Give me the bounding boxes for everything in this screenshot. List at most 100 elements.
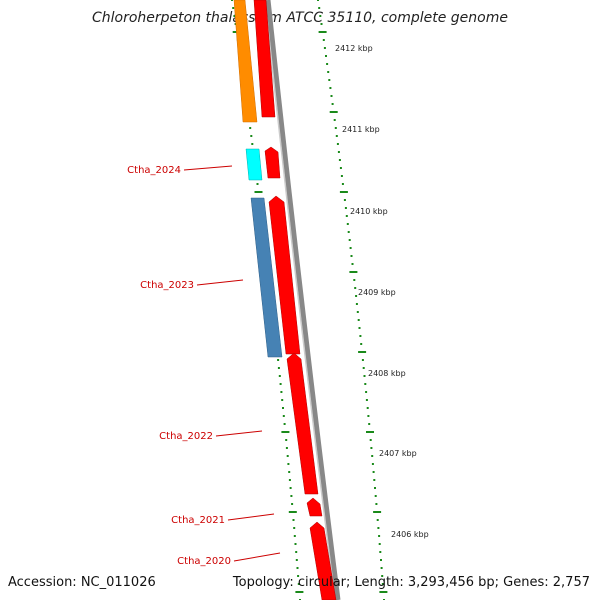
minor-tick xyxy=(374,495,377,497)
minor-tick xyxy=(328,79,331,81)
minor-tick xyxy=(348,239,351,241)
gene-ctha-2020[interactable] xyxy=(309,521,337,600)
minor-tick xyxy=(363,375,366,377)
minor-tick xyxy=(361,359,364,361)
minor-tick xyxy=(287,463,290,465)
minor-tick xyxy=(340,175,343,177)
minor-tick xyxy=(296,567,299,569)
scale-label-2409: 2409 kbp xyxy=(358,288,396,297)
major-tick xyxy=(379,591,388,593)
minor-tick xyxy=(337,151,340,153)
gene-ctha-2022[interactable] xyxy=(286,352,319,495)
minor-tick xyxy=(378,543,381,545)
minor-tick xyxy=(291,503,294,505)
gene-ctha-2024[interactable] xyxy=(245,148,263,181)
leader-ctha-2023 xyxy=(196,279,244,286)
minor-tick xyxy=(355,303,358,305)
gene-orange[interactable] xyxy=(233,0,258,123)
minor-tick xyxy=(338,159,341,161)
minor-tick xyxy=(350,255,353,257)
gene-labels: Ctha_2024 Ctha_2023 Ctha_2022 Ctha_2021 … xyxy=(127,165,231,567)
minor-tick xyxy=(368,423,371,425)
gene-label-ctha-2022[interactable]: Ctha_2022 xyxy=(159,431,213,442)
gene-label-ctha-2024[interactable]: Ctha_2024 xyxy=(127,165,181,176)
minor-tick xyxy=(295,551,298,553)
minor-tick xyxy=(330,95,333,97)
leader-ctha-2021 xyxy=(227,513,275,521)
minor-tick xyxy=(334,127,337,129)
major-tick xyxy=(295,591,304,593)
scale-labels: 2412 kbp 2411 kbp 2410 kbp 2409 kbp 2408… xyxy=(335,44,429,539)
minor-tick xyxy=(285,439,288,441)
minor-tick xyxy=(381,575,384,577)
minor-tick xyxy=(283,423,286,425)
minor-tick xyxy=(335,135,338,137)
gene-red-top[interactable] xyxy=(253,0,276,118)
gene-ctha-2021[interactable] xyxy=(306,497,323,517)
minor-tick xyxy=(344,207,347,209)
minor-tick xyxy=(362,367,365,369)
minor-tick xyxy=(354,287,357,289)
minor-tick xyxy=(351,263,354,265)
minor-tick xyxy=(336,143,339,145)
minor-tick xyxy=(320,23,323,25)
minor-tick xyxy=(349,247,352,249)
minor-tick xyxy=(293,535,296,537)
minor-tick xyxy=(295,559,298,561)
minor-tick xyxy=(285,447,288,449)
accession-label: Accession: NC_011026 xyxy=(8,575,156,590)
leader-ctha-2022 xyxy=(215,430,263,437)
minor-tick xyxy=(359,335,362,337)
minor-tick xyxy=(319,15,322,17)
gene-red-long[interactable] xyxy=(268,195,301,355)
genome-backbone xyxy=(265,0,341,600)
minor-tick xyxy=(279,383,282,385)
minor-tick xyxy=(327,71,330,73)
minor-tick xyxy=(281,399,284,401)
minor-tick xyxy=(318,7,321,9)
gene-label-ctha-2020[interactable]: Ctha_2020 xyxy=(177,556,231,567)
minor-tick xyxy=(353,279,356,281)
minor-tick xyxy=(372,471,375,473)
gene-label-ctha-2021[interactable]: Ctha_2021 xyxy=(171,515,225,526)
leader-ctha-2024 xyxy=(183,165,233,171)
minor-tick xyxy=(288,471,291,473)
minor-tick xyxy=(278,375,281,377)
minor-tick xyxy=(233,15,236,17)
minor-tick xyxy=(282,415,285,417)
minor-tick xyxy=(366,407,369,409)
major-tick xyxy=(288,511,297,513)
minor-tick xyxy=(369,439,372,441)
minor-tick xyxy=(377,527,380,529)
minor-tick xyxy=(317,0,319,1)
minor-tick xyxy=(378,535,381,537)
gene-red-small[interactable] xyxy=(264,146,281,179)
minor-tick xyxy=(297,583,300,585)
gene-label-ctha-2023[interactable]: Ctha_2023 xyxy=(140,280,194,291)
scale-label-2411: 2411 kbp xyxy=(342,125,380,134)
minor-tick xyxy=(326,63,329,65)
major-tick xyxy=(329,111,338,113)
minor-tick xyxy=(289,487,292,489)
minor-tick xyxy=(297,575,300,577)
major-tick xyxy=(254,191,263,193)
major-tick xyxy=(366,431,374,433)
minor-tick xyxy=(280,391,283,393)
scale-label-2410: 2410 kbp xyxy=(350,207,388,216)
scale-label-2408: 2408 kbp xyxy=(368,369,406,378)
minor-tick xyxy=(360,343,363,345)
gene-ctha-2023[interactable] xyxy=(250,197,283,358)
major-tick xyxy=(373,511,382,513)
minor-tick xyxy=(286,455,289,457)
minor-tick xyxy=(345,215,348,217)
minor-tick xyxy=(371,455,374,457)
minor-tick xyxy=(256,183,259,185)
major-tick xyxy=(349,271,358,273)
topology-label: Topology: circular; Length: 3,293,456 bp… xyxy=(232,575,590,590)
minor-tick xyxy=(277,359,280,361)
minor-tick xyxy=(379,551,382,553)
minor-tick xyxy=(373,479,376,481)
minor-tick xyxy=(374,487,376,489)
minor-tick xyxy=(322,39,325,41)
